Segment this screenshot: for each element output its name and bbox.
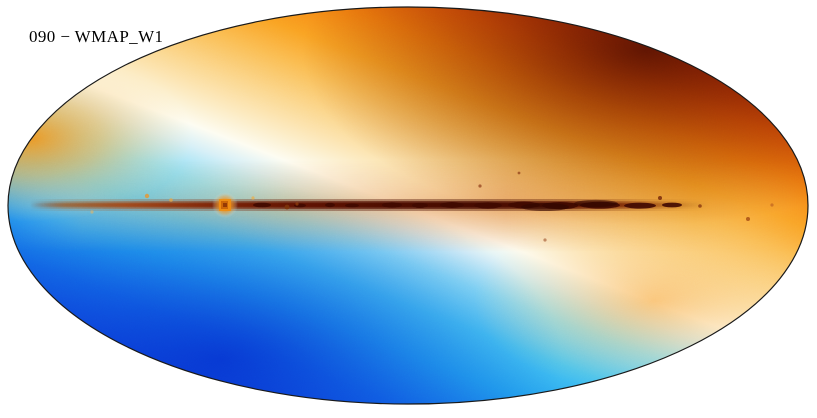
projection-outline <box>7 6 809 405</box>
page-title: 090 − WMAP_W1 <box>29 27 164 46</box>
